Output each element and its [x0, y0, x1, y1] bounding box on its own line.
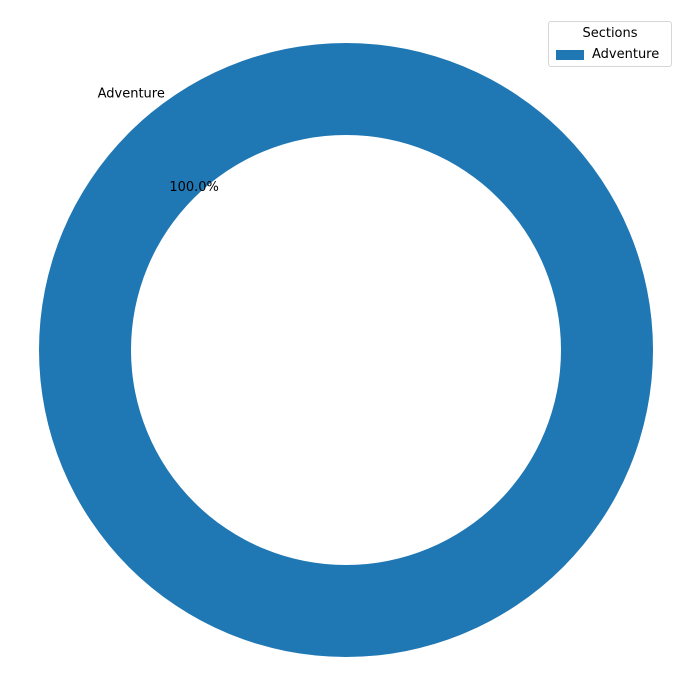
legend: Sections Adventure — [548, 21, 672, 67]
legend-entry-adventure: Adventure — [556, 47, 659, 63]
category-label: Adventure — [98, 87, 165, 102]
legend-swatch — [556, 50, 584, 60]
percent-label: 100.0% — [169, 180, 219, 195]
legend-entry-label: Adventure — [592, 47, 660, 62]
legend-title: Sections — [582, 26, 638, 41]
donut-slice-adventure — [39, 43, 653, 657]
